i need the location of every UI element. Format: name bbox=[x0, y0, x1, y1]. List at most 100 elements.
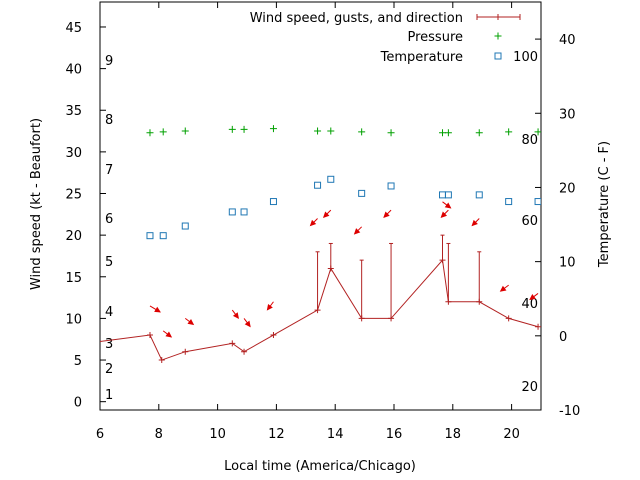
y-tick-label: 10 bbox=[65, 312, 82, 327]
wind-direction-arrowhead bbox=[322, 211, 330, 218]
pressure-point bbox=[327, 127, 335, 135]
wind-direction-arrowhead bbox=[165, 331, 173, 338]
temperature-point bbox=[240, 208, 248, 216]
wind-speed-point bbox=[158, 357, 165, 364]
temperature-point bbox=[159, 232, 167, 240]
wind-speed-point bbox=[146, 332, 153, 339]
temperature-point bbox=[439, 191, 447, 199]
temperature-point bbox=[269, 198, 277, 206]
beaufort-label: 3 bbox=[105, 337, 113, 352]
temperature-point bbox=[358, 189, 366, 197]
y-axis-title: Wind speed (kt - Beaufort) bbox=[29, 118, 44, 290]
fahrenheit-label: 100 bbox=[513, 50, 538, 65]
legend-label-temperature: Temperature bbox=[380, 50, 463, 65]
x-tick-label: 14 bbox=[327, 427, 344, 442]
beaufort-label: 6 bbox=[105, 212, 113, 227]
wind-direction-arrowhead bbox=[471, 219, 478, 227]
legend-label-wind: Wind speed, gusts, and direction bbox=[250, 11, 463, 26]
wind-direction-arrowhead bbox=[309, 219, 317, 227]
y-tick-label: 5 bbox=[74, 354, 82, 369]
pressure-point bbox=[240, 125, 248, 133]
temperature-point bbox=[534, 198, 541, 206]
x-axis-title: Local time (America/Chicago) bbox=[224, 459, 416, 474]
temperature-point bbox=[314, 181, 322, 189]
x-tick-label: 18 bbox=[445, 427, 462, 442]
y-tick-label: 40 bbox=[65, 63, 82, 78]
wind-direction-arrowhead bbox=[440, 211, 448, 218]
beaufort-label: 2 bbox=[105, 362, 113, 377]
temperature-point bbox=[327, 175, 335, 183]
wind-speed-point bbox=[82, 340, 88, 346]
pressure-point bbox=[181, 127, 189, 135]
fahrenheit-label: 80 bbox=[521, 133, 538, 148]
tick-label-group: 6 8 10 12 14 16 18 20051015202530354045-1001020… bbox=[65, 21, 580, 442]
wind-direction-arrowhead bbox=[499, 285, 507, 292]
wind-direction-arrowhead bbox=[353, 228, 361, 235]
wind-direction-arrowhead bbox=[244, 320, 251, 328]
legend: Wind speed, gusts, and direction Pressur… bbox=[250, 11, 521, 65]
temperature-point bbox=[505, 198, 513, 206]
pressure-point bbox=[505, 128, 513, 136]
y-tick-label: 0 bbox=[74, 396, 82, 411]
beaufort-label: 9 bbox=[105, 54, 113, 69]
wind-speed-point bbox=[182, 348, 189, 355]
x-tick-label: 12 bbox=[268, 427, 285, 442]
fahrenheit-label: 40 bbox=[521, 297, 538, 312]
y2-tick-label: 0 bbox=[559, 330, 567, 345]
y2-tick-label: 40 bbox=[559, 33, 576, 48]
beaufort-label: 8 bbox=[105, 113, 113, 128]
pressure-point bbox=[444, 129, 452, 137]
y2-tick-label: 30 bbox=[559, 107, 576, 122]
wind-direction-arrowhead bbox=[529, 294, 536, 301]
wind-direction-arrowhead bbox=[232, 312, 239, 320]
y2-tick-label: 10 bbox=[559, 256, 576, 271]
temperature-point bbox=[475, 191, 483, 199]
beaufort-label: 4 bbox=[105, 305, 113, 320]
series-group bbox=[82, 125, 541, 364]
plot-area bbox=[82, 125, 541, 364]
x-tick-label: 6 bbox=[96, 427, 104, 442]
pressure-point bbox=[159, 128, 167, 136]
pressure-point bbox=[475, 129, 483, 137]
pressure-point bbox=[358, 128, 366, 136]
legend-label-pressure: Pressure bbox=[407, 30, 463, 45]
pressure-point bbox=[387, 129, 395, 137]
y-tick-label: 30 bbox=[65, 146, 82, 161]
temperature-point bbox=[444, 191, 452, 199]
plot-frame bbox=[99, 1, 542, 411]
pressure-point bbox=[228, 125, 236, 133]
y-tick-label: 35 bbox=[65, 104, 82, 119]
pressure-point bbox=[314, 127, 322, 135]
wind-direction-arrowhead bbox=[383, 211, 390, 218]
legend-sample-pressure bbox=[494, 32, 502, 40]
y2-tick-label: -10 bbox=[559, 404, 580, 419]
wind-speed-point bbox=[505, 315, 512, 322]
beaufort-label: 5 bbox=[105, 255, 113, 270]
x-tick-label: 20 bbox=[503, 427, 520, 442]
wind-direction-arrowhead bbox=[444, 202, 452, 209]
y-tick-label: 20 bbox=[65, 229, 82, 244]
legend-sample-temperature bbox=[494, 52, 502, 60]
tick-group bbox=[99, 2, 541, 411]
temperature-point bbox=[146, 232, 154, 240]
temperature-point bbox=[387, 182, 395, 190]
pressure-point bbox=[146, 129, 154, 137]
legend-sample-wind-point bbox=[495, 14, 501, 20]
x-tick-label: 10 bbox=[209, 427, 226, 442]
fahrenheit-label: 20 bbox=[521, 380, 538, 395]
y2-axis-title: Temperature (C - F) bbox=[597, 141, 612, 268]
wind-speed-line bbox=[100, 258, 539, 361]
temperature-point bbox=[228, 208, 236, 216]
wind-direction-arrowhead bbox=[266, 303, 273, 311]
wind-speed-point bbox=[229, 340, 236, 347]
y-tick-label: 15 bbox=[65, 271, 82, 286]
wind-speed-point bbox=[535, 323, 541, 330]
x-tick-label: 8 bbox=[155, 427, 163, 442]
y-tick-label: 25 bbox=[65, 188, 82, 203]
wind-direction-arrowhead bbox=[154, 306, 161, 313]
pressure-point bbox=[439, 129, 447, 137]
beaufort-label: 1 bbox=[105, 388, 113, 403]
wind-direction-arrowhead bbox=[187, 319, 195, 326]
y-tick-label: 45 bbox=[65, 21, 82, 36]
